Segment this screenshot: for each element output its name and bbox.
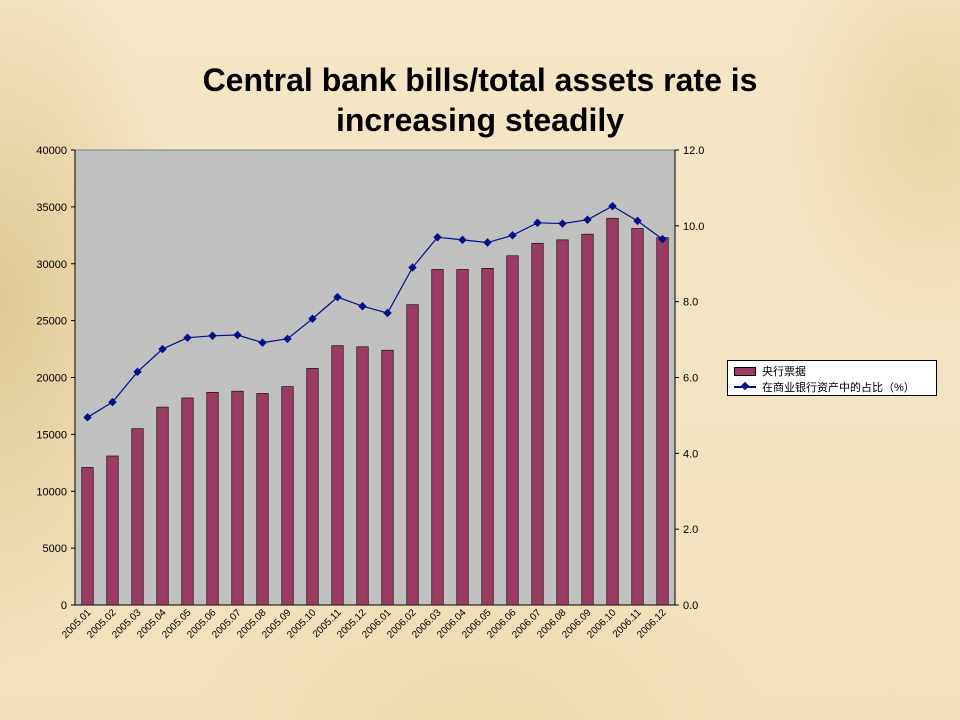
legend-item-bars: 央行票据 [734,364,806,378]
bar [206,391,219,606]
bar [406,304,419,606]
line-point [208,331,217,341]
line-point [433,232,442,242]
bar [531,242,544,606]
line-point [358,301,367,311]
bar [481,267,494,606]
line-point [458,235,467,245]
bar [131,428,144,606]
bar [506,255,519,606]
bar [631,228,644,606]
right-axis-tick-label: 6.0 [683,373,698,385]
bar [281,386,294,606]
chart-legend: 央行票据 在商业银行资产中的占比（%） [727,360,937,396]
line-point [258,338,267,347]
line-point [83,413,92,422]
bar [381,349,394,606]
title-line-2: increasing steadily [335,102,625,138]
line-point [158,344,167,354]
line-point [333,292,342,302]
bar [256,393,269,606]
line-point [183,333,192,342]
line-point [383,308,392,318]
title-line-1: Central bank bills/total assets rate is [202,62,758,98]
right-axis-tick-label: 12.0 [683,145,704,157]
share-line [87,205,663,418]
left-axis-tick-label: 35000 [36,202,67,214]
line-point [283,334,292,344]
right-axis-tick-label: 2.0 [683,524,698,536]
line-point [233,330,242,340]
legend-bar-swatch [734,366,756,376]
left-axis-tick-label: 40000 [36,145,67,157]
bar [656,237,669,606]
left-axis-tick-label: 25000 [36,316,67,328]
line-point [308,314,317,323]
right-axis-tick-label: 4.0 [683,448,698,460]
right-axis-tick-label: 8.0 [683,297,698,309]
bar [456,269,469,606]
bar [331,345,344,606]
slide-title: Central bank bills/total assets rate is … [120,60,840,140]
bar [431,269,444,606]
right-axis-tick-label: 0.0 [683,600,698,612]
left-axis-tick-label: 0 [61,600,67,612]
left-axis-tick-label: 5000 [43,543,67,555]
bar [81,467,94,606]
bar [606,217,619,606]
legend-label-bars: 央行票据 [762,366,806,378]
left-axis-tick-label: 30000 [36,259,67,271]
bar [156,406,169,606]
left-axis-tick-label: 20000 [36,373,67,385]
bar [356,346,369,606]
legend-item-line: 在商业银行资产中的占比（%） [734,380,915,394]
legend-label-line: 在商业银行资产中的占比（%） [762,382,915,394]
bar [106,455,119,606]
bar [306,368,319,606]
bar [231,390,244,606]
line-point [133,367,142,377]
legend-line-swatch [734,381,756,391]
right-axis-tick-label: 10.0 [683,221,704,233]
line-point [108,397,117,407]
left-axis-tick-label: 15000 [36,429,67,441]
left-axis-tick-label: 10000 [36,486,67,498]
bar [581,233,594,606]
line-point [483,238,492,247]
line-point [408,263,417,272]
bar [556,239,569,606]
bar [181,397,194,606]
